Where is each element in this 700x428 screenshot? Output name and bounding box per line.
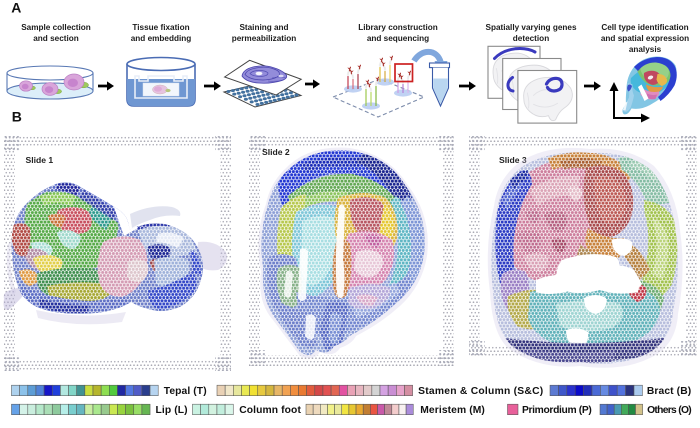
svg-text:Slide 2: Slide 2 — [262, 147, 290, 157]
svg-text:Slide 1: Slide 1 — [26, 155, 54, 165]
svg-text:and section: and section — [33, 34, 79, 43]
svg-text:Staining and: Staining and — [239, 23, 288, 32]
svg-text:Others (O): Others (O) — [647, 405, 691, 416]
svg-text:Sample collection: Sample collection — [21, 23, 91, 32]
svg-text:Tissue fixation: Tissue fixation — [132, 23, 189, 32]
svg-text:detection: detection — [513, 34, 549, 43]
svg-text:Library construction: Library construction — [358, 23, 438, 32]
svg-text:Column foot: Column foot — [239, 405, 301, 416]
svg-text:Primordium (P): Primordium (P) — [522, 405, 591, 416]
svg-text:and spatial expression: and spatial expression — [601, 34, 689, 43]
svg-text:Meristem (M): Meristem (M) — [420, 405, 485, 416]
svg-text:Tepal (T): Tepal (T) — [164, 386, 207, 397]
svg-text:Spatially varying genes: Spatially varying genes — [485, 23, 576, 32]
svg-text:Slide 3: Slide 3 — [499, 155, 527, 165]
svg-text:and embedding: and embedding — [131, 34, 192, 43]
svg-text:and sequencing: and sequencing — [367, 34, 429, 43]
svg-text:analysis: analysis — [629, 45, 662, 54]
svg-text:B: B — [12, 109, 22, 125]
svg-text:Bract (B): Bract (B) — [647, 386, 691, 397]
svg-text:A: A — [11, 0, 21, 15]
svg-text:Lip (L): Lip (L) — [156, 405, 188, 416]
svg-text:Stamen & Column (S&C): Stamen & Column (S&C) — [418, 386, 543, 397]
svg-text:permeabilization: permeabilization — [232, 34, 297, 43]
svg-text:Cell type identification: Cell type identification — [601, 23, 688, 32]
